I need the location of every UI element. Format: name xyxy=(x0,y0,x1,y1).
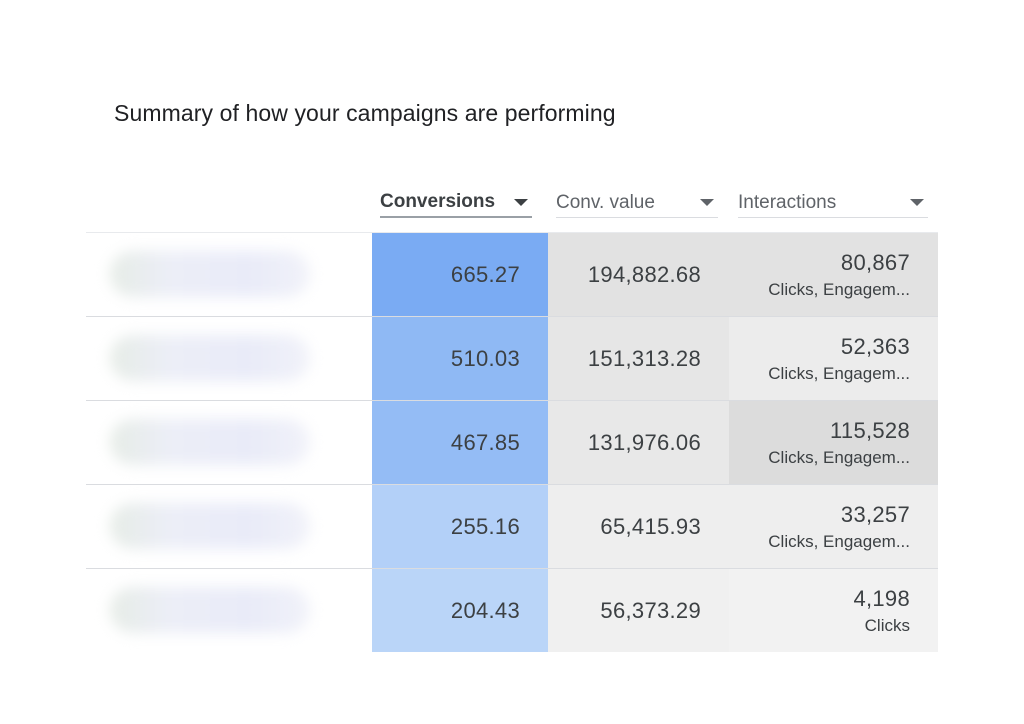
interactions-column-header[interactable]: Interactions xyxy=(738,188,928,218)
conv-value-cell: 194,882.68 xyxy=(548,233,729,316)
campaign-name-cell[interactable] xyxy=(86,401,372,484)
blurred-campaign-name xyxy=(110,419,310,465)
interaction-types: Clicks xyxy=(864,615,910,635)
conversions-cell: 255.16 xyxy=(372,485,548,568)
interaction-types: Clicks, Engagem... xyxy=(768,531,910,551)
conversions-column-header[interactable]: Conversions xyxy=(380,188,532,218)
conv-value-cell: 65,415.93 xyxy=(548,485,729,568)
interaction-types: Clicks, Engagem... xyxy=(768,279,910,299)
interactions-value: 115,528 xyxy=(830,417,910,443)
blurred-campaign-name xyxy=(110,335,310,381)
campaign-name-cell[interactable] xyxy=(86,233,372,316)
table-row[interactable]: 255.16 65,415.93 33,257 Clicks, Engagem.… xyxy=(86,484,938,568)
blurred-campaign-name xyxy=(110,587,310,633)
campaign-table: 665.27 194,882.68 80,867 Clicks, Engagem… xyxy=(86,232,938,652)
conv-value-cell: 131,976.06 xyxy=(548,401,729,484)
campaign-name-cell[interactable] xyxy=(86,569,372,652)
conv-value-cell: 56,373.29 xyxy=(548,569,729,652)
table-row[interactable]: 510.03 151,313.28 52,363 Clicks, Engagem… xyxy=(86,316,938,400)
interactions-cell: 80,867 Clicks, Engagem... xyxy=(729,233,938,316)
table-row[interactable]: 665.27 194,882.68 80,867 Clicks, Engagem… xyxy=(86,232,938,316)
conversions-header-label: Conversions xyxy=(380,191,496,212)
interactions-value: 33,257 xyxy=(840,501,910,527)
conversions-cell: 204.43 xyxy=(372,569,548,652)
interactions-cell: 115,528 Clicks, Engagem... xyxy=(729,401,938,484)
conversions-cell: 665.27 xyxy=(372,233,548,316)
dropdown-arrow-icon[interactable] xyxy=(910,199,924,206)
blurred-campaign-name xyxy=(110,503,310,549)
interactions-cell: 52,363 Clicks, Engagem... xyxy=(729,317,938,400)
interaction-types: Clicks, Engagem... xyxy=(768,363,910,383)
conv-value-header-label: Conv. value xyxy=(556,191,655,213)
dropdown-arrow-icon[interactable] xyxy=(700,199,714,206)
interactions-value: 52,363 xyxy=(840,333,910,359)
conv-value-cell: 151,313.28 xyxy=(548,317,729,400)
table-row[interactable]: 204.43 56,373.29 4,198 Clicks xyxy=(86,568,938,652)
interactions-value: 4,198 xyxy=(853,585,910,611)
campaign-name-cell[interactable] xyxy=(86,485,372,568)
conv-value-column-header[interactable]: Conv. value xyxy=(556,188,718,218)
interactions-cell: 33,257 Clicks, Engagem... xyxy=(729,485,938,568)
campaign-name-cell[interactable] xyxy=(86,317,372,400)
blurred-campaign-name xyxy=(110,251,310,297)
conversions-cell: 510.03 xyxy=(372,317,548,400)
table-row[interactable]: 467.85 131,976.06 115,528 Clicks, Engage… xyxy=(86,400,938,484)
interactions-cell: 4,198 Clicks xyxy=(729,569,938,652)
interactions-value: 80,867 xyxy=(840,249,910,275)
interactions-header-label: Interactions xyxy=(738,191,837,213)
conversions-cell: 467.85 xyxy=(372,401,548,484)
sort-dropdown-arrow-icon[interactable] xyxy=(514,198,528,206)
summary-title: Summary of how your campaigns are perfor… xyxy=(114,100,616,126)
interaction-types: Clicks, Engagem... xyxy=(768,447,910,467)
